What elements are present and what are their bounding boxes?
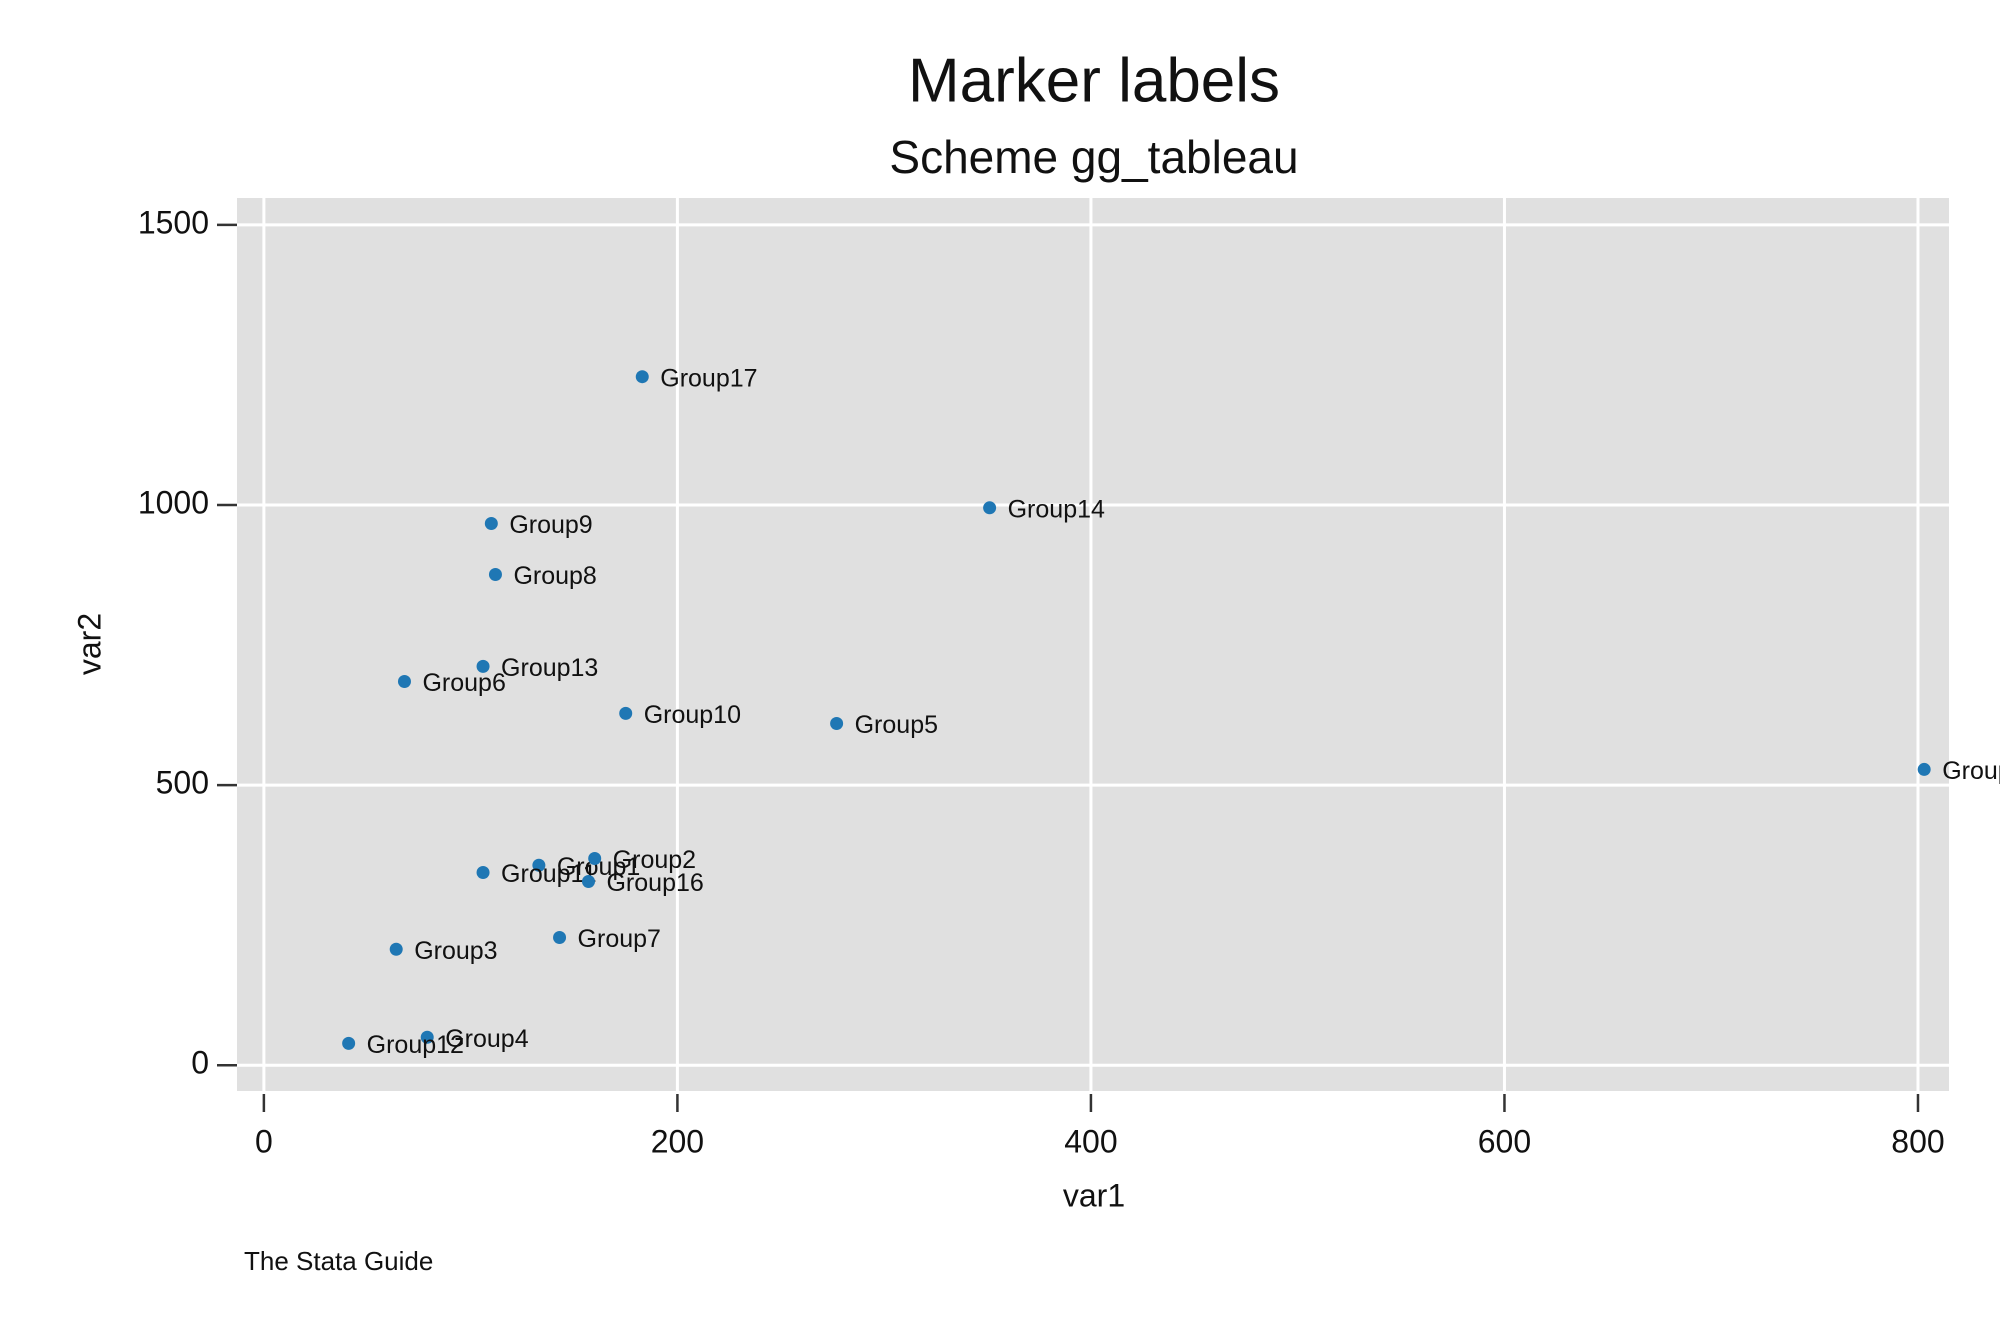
point [488,567,502,581]
point-label: Group3 [414,937,497,965]
point [476,659,490,673]
chart-subtitle: Scheme gg_tableau [889,131,1298,183]
x-tick-label: 600 [1478,1123,1531,1159]
point-label: Group2 [613,846,696,874]
y-tick-label: 1500 [138,204,209,240]
point [635,370,649,384]
point-label: Group6 [422,669,505,697]
point [830,716,844,730]
x-tick-label: 800 [1891,1123,1944,1159]
point-label: Group8 [513,562,596,590]
point [619,706,633,720]
point [1917,762,1931,776]
point-label: Group12 [367,1031,464,1059]
point-label: Group17 [660,364,757,392]
y-axis-label: var2 [71,613,107,675]
x-tick-label: 200 [651,1123,704,1159]
chart-title: Marker labels [908,46,1280,115]
point-label: Group4 [445,1025,528,1053]
point-label: Group13 [501,654,598,682]
point-label: Group7 [578,925,661,953]
note: The Stata Guide [244,1246,433,1276]
point [389,942,403,956]
point [553,930,567,944]
point-label: Group10 [644,701,741,729]
y-tick-label: 0 [191,1045,209,1081]
point [342,1036,356,1050]
point [588,852,602,866]
x-axis-label: var1 [1063,1177,1125,1213]
point [476,866,490,880]
point-label: Group16 [606,869,703,897]
point-label: Group5 [855,711,938,739]
point [420,1030,434,1044]
x-tick-label: 0 [255,1123,273,1159]
point-label: Group11 [501,860,596,888]
plot-area [237,198,1949,1091]
point-label: Group15 [1942,757,2000,785]
point [397,674,411,688]
y-tick-label: 500 [156,765,209,801]
point [983,501,997,515]
y-tick-label: 1000 [138,484,209,520]
point [532,858,546,872]
point-label: Group9 [509,511,592,539]
point [581,874,595,888]
point [484,516,498,530]
point-label: Group14 [1008,495,1105,523]
x-tick-label: 400 [1064,1123,1117,1159]
